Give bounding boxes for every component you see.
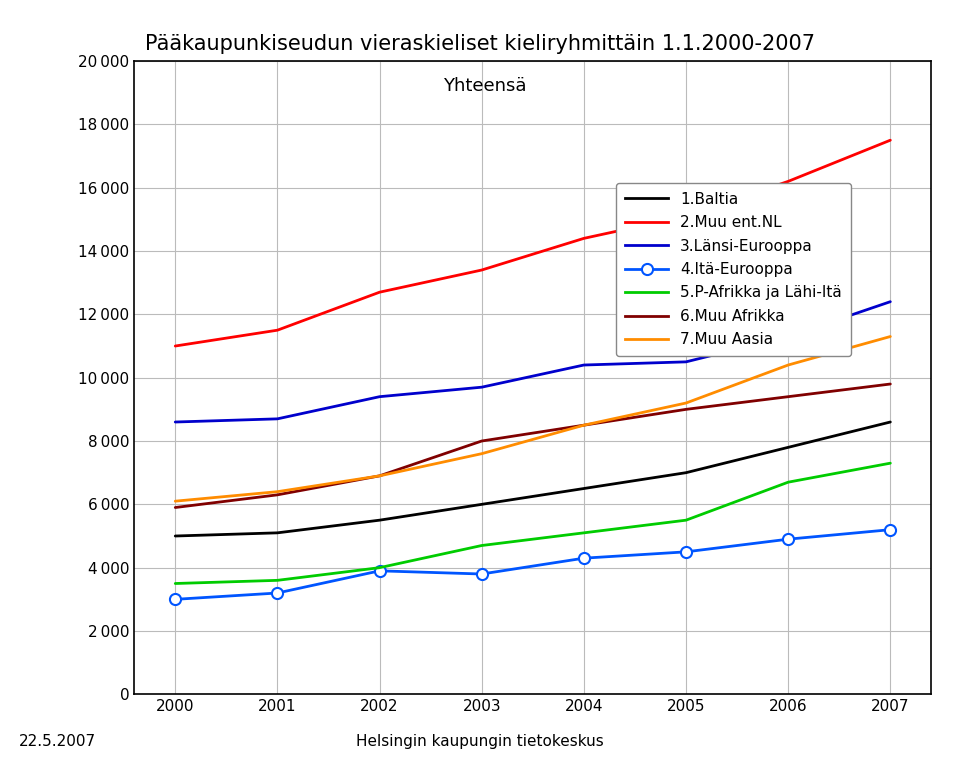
Line: 1.Baltia: 1.Baltia: [176, 422, 890, 536]
2.Muu ent.NL: [272, 326, 283, 335]
2.Muu ent.NL: [884, 136, 896, 145]
7.Muu Aasia: [782, 360, 794, 369]
5.P-Afrikka ja Lähi-Itä: [782, 478, 794, 487]
7.Muu Aasia: [681, 398, 692, 407]
7.Muu Aasia: [272, 487, 283, 496]
4.Itä-Eurooppa: [373, 566, 385, 575]
Line: 2.Muu ent.NL: 2.Muu ent.NL: [176, 140, 890, 346]
3.Länsi-Eurooppa: [272, 414, 283, 423]
6.Muu Afrikka: [476, 436, 488, 446]
1.Baltia: [476, 500, 488, 509]
3.Länsi-Eurooppa: [476, 382, 488, 391]
3.Länsi-Eurooppa: [373, 392, 385, 401]
5.P-Afrikka ja Lähi-Itä: [272, 576, 283, 585]
3.Länsi-Eurooppa: [170, 417, 181, 427]
6.Muu Afrikka: [578, 420, 589, 430]
1.Baltia: [884, 417, 896, 427]
Text: Pääkaupunkiseudun vieraskieliset kieliryhmittäin 1.1.2000-2007: Pääkaupunkiseudun vieraskieliset kieliry…: [145, 34, 815, 54]
7.Muu Aasia: [476, 449, 488, 459]
2.Muu ent.NL: [782, 177, 794, 186]
1.Baltia: [170, 531, 181, 540]
2.Muu ent.NL: [476, 266, 488, 275]
Line: 6.Muu Afrikka: 6.Muu Afrikka: [176, 384, 890, 507]
4.Itä-Eurooppa: [476, 569, 488, 578]
2.Muu ent.NL: [578, 233, 589, 243]
6.Muu Afrikka: [373, 472, 385, 481]
3.Länsi-Eurooppa: [681, 357, 692, 366]
4.Itä-Eurooppa: [884, 525, 896, 534]
1.Baltia: [681, 468, 692, 478]
5.P-Afrikka ja Lähi-Itä: [884, 459, 896, 468]
Line: 5.P-Afrikka ja Lähi-Itä: 5.P-Afrikka ja Lähi-Itä: [176, 463, 890, 584]
6.Muu Afrikka: [681, 404, 692, 414]
5.P-Afrikka ja Lähi-Itä: [170, 579, 181, 588]
7.Muu Aasia: [170, 497, 181, 506]
4.Itä-Eurooppa: [578, 554, 589, 563]
4.Itä-Eurooppa: [681, 547, 692, 556]
Text: Yhteensä: Yhteensä: [444, 77, 527, 95]
6.Muu Afrikka: [170, 503, 181, 512]
2.Muu ent.NL: [681, 211, 692, 221]
Legend: 1.Baltia, 2.Muu ent.NL, 3.Länsi-Eurooppa, 4.Itä-Eurooppa, 5.P-Afrikka ja Lähi-It: 1.Baltia, 2.Muu ent.NL, 3.Länsi-Eurooppa…: [616, 182, 852, 356]
1.Baltia: [373, 516, 385, 525]
2.Muu ent.NL: [373, 288, 385, 297]
1.Baltia: [272, 528, 283, 537]
6.Muu Afrikka: [272, 491, 283, 500]
5.P-Afrikka ja Lähi-Itä: [681, 516, 692, 525]
Text: Helsingin kaupungin tietokeskus: Helsingin kaupungin tietokeskus: [356, 734, 604, 749]
3.Länsi-Eurooppa: [578, 360, 589, 369]
1.Baltia: [578, 484, 589, 493]
4.Itä-Eurooppa: [782, 535, 794, 544]
Line: 7.Muu Aasia: 7.Muu Aasia: [176, 336, 890, 501]
Line: 3.Länsi-Eurooppa: 3.Länsi-Eurooppa: [176, 301, 890, 422]
6.Muu Afrikka: [782, 392, 794, 401]
7.Muu Aasia: [884, 332, 896, 341]
5.P-Afrikka ja Lähi-Itä: [578, 528, 589, 537]
4.Itä-Eurooppa: [272, 588, 283, 597]
5.P-Afrikka ja Lähi-Itä: [373, 563, 385, 572]
4.Itä-Eurooppa: [170, 595, 181, 604]
3.Länsi-Eurooppa: [884, 297, 896, 306]
5.P-Afrikka ja Lähi-Itä: [476, 541, 488, 550]
6.Muu Afrikka: [884, 379, 896, 388]
2.Muu ent.NL: [170, 342, 181, 351]
7.Muu Aasia: [373, 472, 385, 481]
7.Muu Aasia: [578, 420, 589, 430]
1.Baltia: [782, 443, 794, 452]
Text: 22.5.2007: 22.5.2007: [19, 734, 96, 749]
Line: 4.Itä-Eurooppa: 4.Itä-Eurooppa: [170, 524, 896, 605]
3.Länsi-Eurooppa: [782, 332, 794, 341]
